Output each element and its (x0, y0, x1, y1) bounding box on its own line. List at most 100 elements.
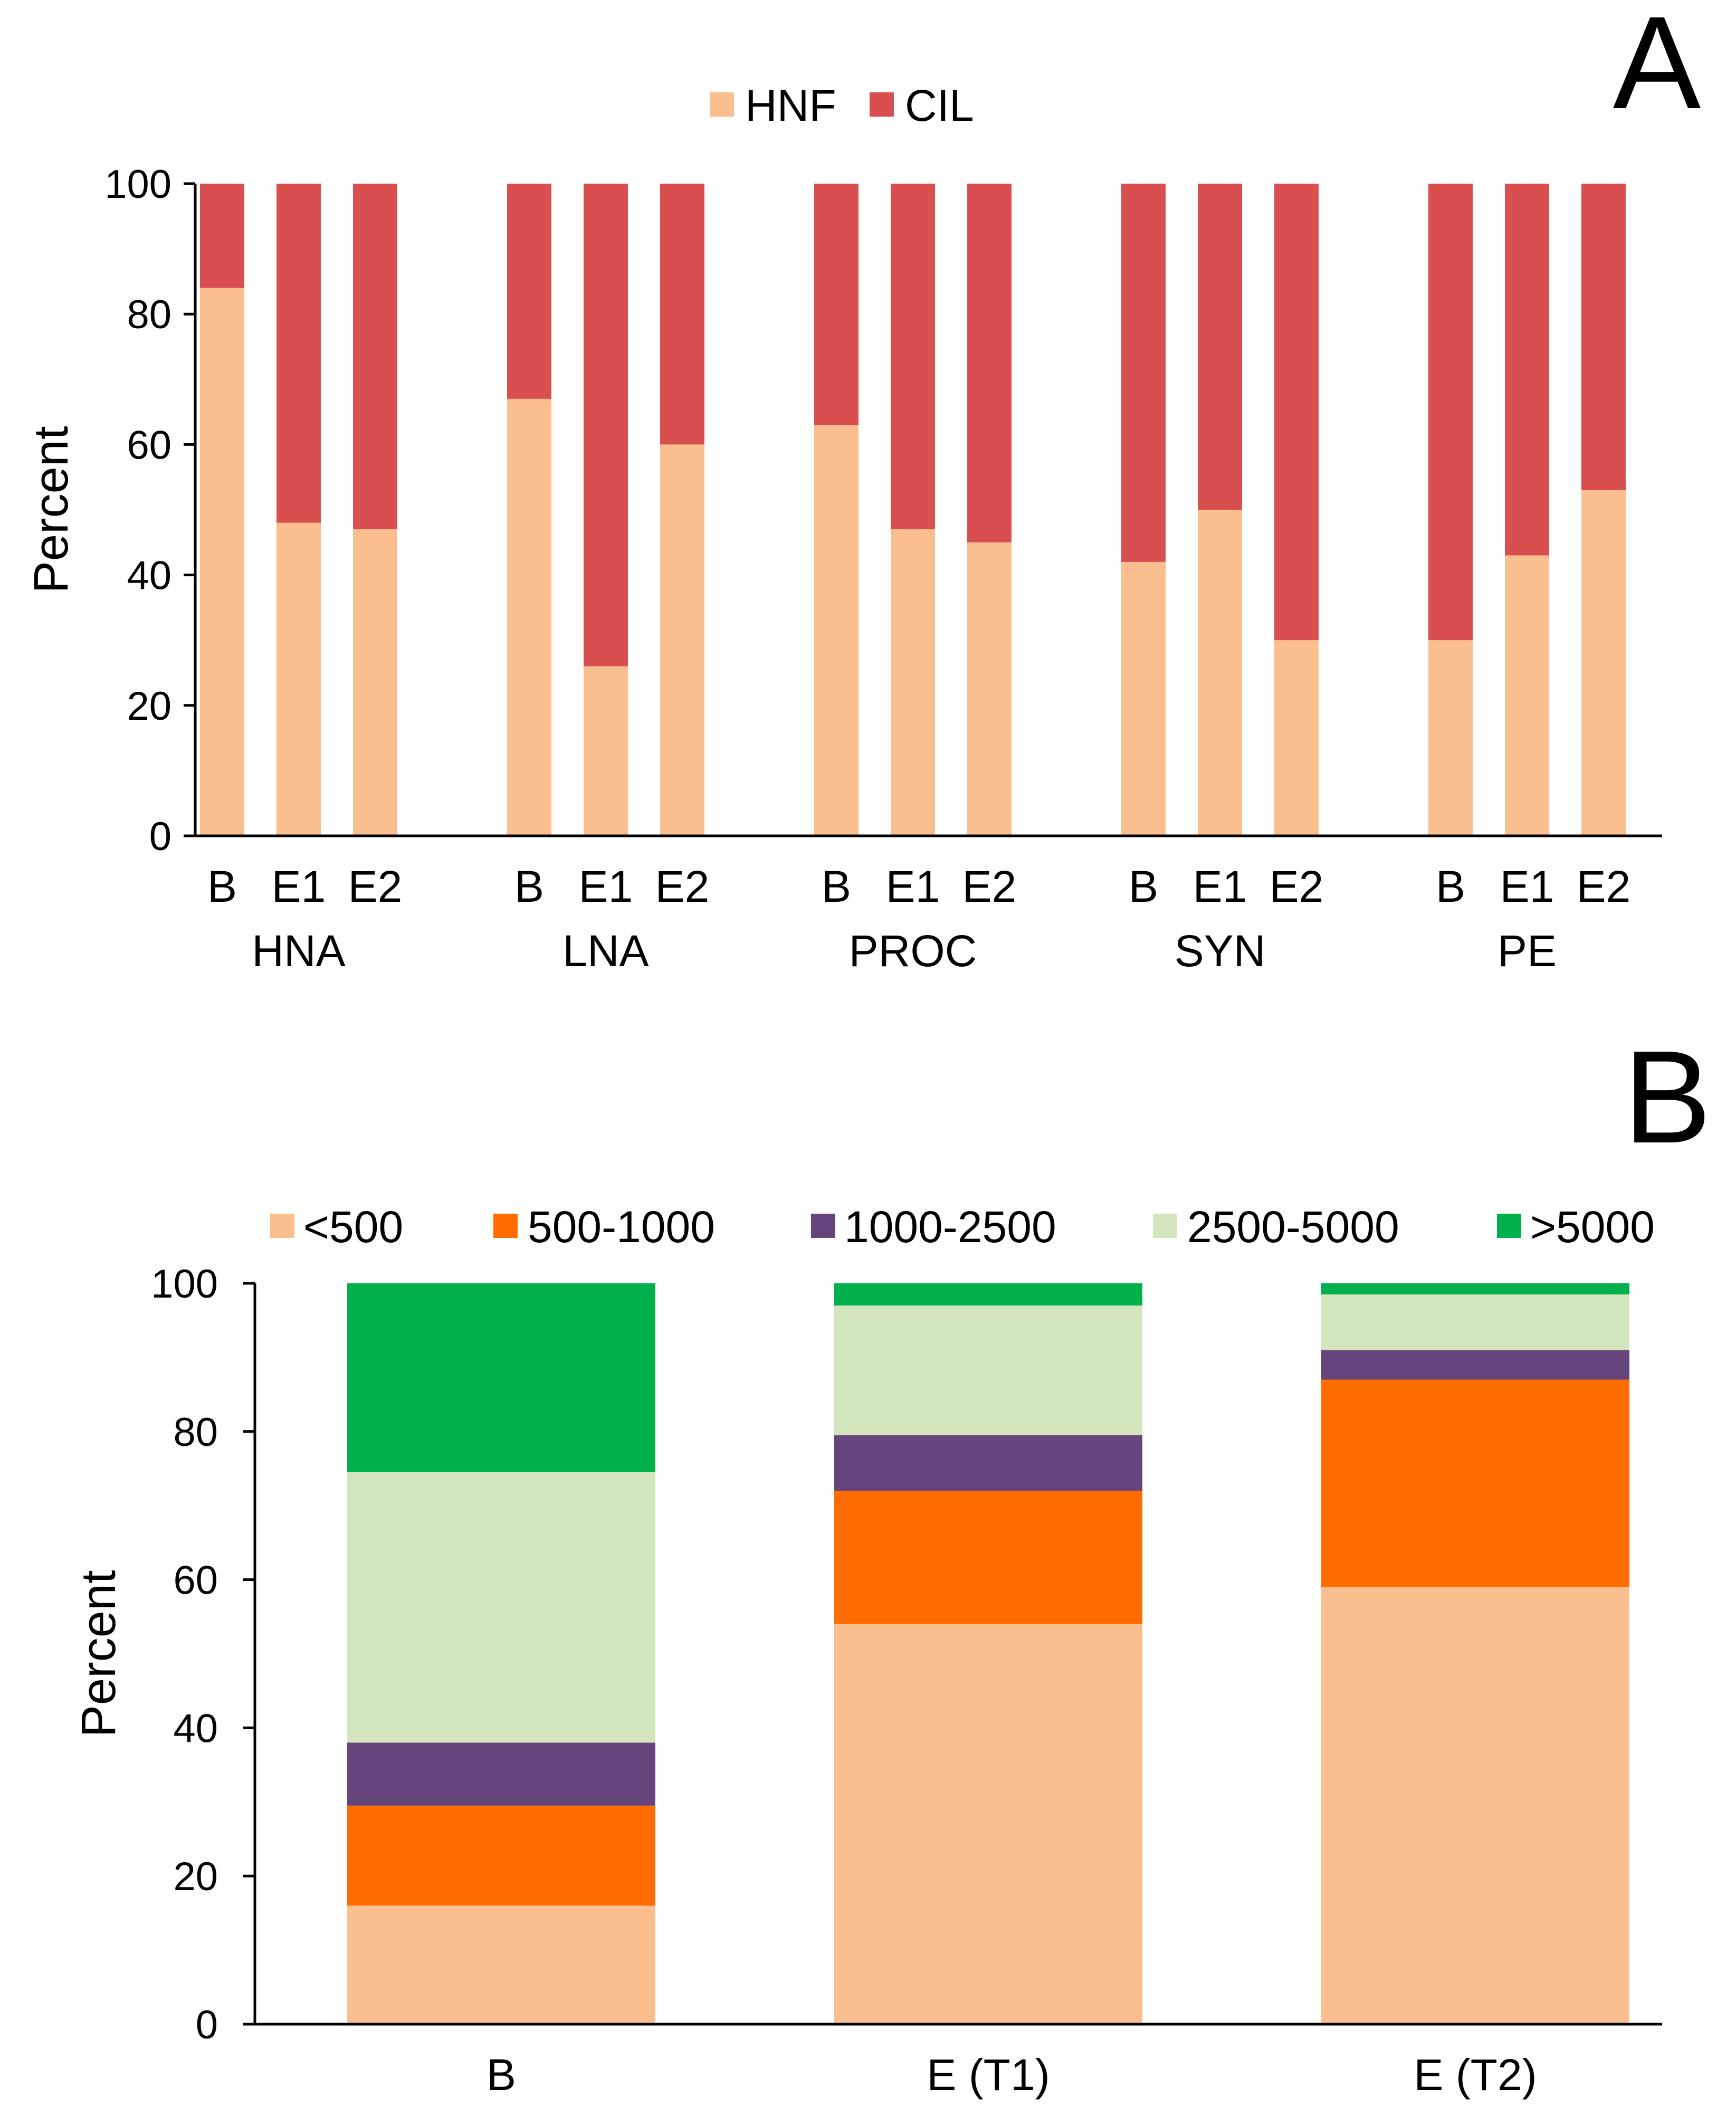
y-tick-label-b: 20 (173, 1854, 218, 1899)
bar-b-series-4-cat-1 (834, 1283, 1142, 1306)
bar-a-hnf-lna-b (507, 398, 551, 836)
bar-b-series-2-cat-0 (347, 1742, 655, 1806)
x-tick-label-a: E2 (1270, 862, 1324, 911)
legend-swatch-b (1497, 1214, 1521, 1238)
y-tick-label-a: 20 (127, 684, 171, 729)
panel-label-a: A (1613, 0, 1701, 136)
bar-a-cil-hna-b (200, 184, 244, 288)
bar-b-series-0-cat-1 (834, 1624, 1142, 2024)
group-label-a: LNA (562, 926, 648, 976)
legend-swatch-a (710, 92, 734, 117)
x-tick-label-a: B (514, 862, 544, 911)
y-tick-label-b: 80 (173, 1410, 218, 1455)
bar-a-cil-pe-e2 (1581, 184, 1626, 490)
legend-swatch-b (811, 1214, 835, 1238)
bar-b-series-1-cat-1 (834, 1491, 1142, 1624)
bar-a-hnf-pe-b (1428, 640, 1473, 836)
legend-swatch-b (270, 1214, 294, 1238)
bar-a-hnf-proc-e1 (891, 529, 935, 836)
bar-a-cil-proc-b (814, 184, 859, 425)
x-tick-label-a: B (1436, 862, 1465, 911)
bar-b-series-4-cat-2 (1321, 1283, 1629, 1295)
y-tick-label-b: 40 (173, 1706, 218, 1751)
x-tick-label-a: E2 (655, 862, 710, 911)
x-tick-label-b: E (T2) (1414, 2050, 1537, 2100)
x-tick-label-b: E (T1) (927, 2050, 1050, 2100)
chart-b: B E (T1) E (T2) 0 20 40 60 80 100 Percent <500 500-… (72, 1023, 1711, 2100)
y-axis-title-a: Percent (24, 426, 78, 593)
y-tick-label-a: 40 (127, 554, 171, 598)
bar-b-series-3-cat-2 (1321, 1294, 1629, 1350)
bar-a-cil-lna-e1 (584, 184, 628, 666)
x-tick-label-a: E1 (1500, 862, 1554, 911)
bar-a-cil-syn-b (1121, 184, 1166, 562)
bar-a-hnf-pe-e2 (1581, 490, 1626, 836)
bar-a-cil-pe-b (1428, 184, 1473, 641)
bar-a-hnf-hna-e2 (353, 529, 397, 836)
bar-b-series-1-cat-0 (347, 1805, 655, 1906)
bar-a-cil-hna-e1 (276, 184, 321, 523)
x-tick-label-a: E2 (1577, 862, 1631, 911)
legend-swatch-a (870, 92, 894, 117)
bar-b-series-0-cat-0 (347, 1905, 655, 2024)
x-tick-label-a: B (207, 862, 237, 911)
group-label-a: SYN (1175, 926, 1266, 976)
x-tick-label-b: B (487, 2050, 516, 2100)
group-label-a: PE (1497, 926, 1557, 976)
bar-b-series-1-cat-2 (1321, 1379, 1629, 1587)
y-tick-label-a: 0 (149, 814, 171, 859)
legend-label-b: 1000-2500 (844, 1202, 1056, 1252)
bar-a-cil-syn-e2 (1274, 184, 1319, 641)
bar-a-cil-proc-e1 (891, 184, 935, 530)
bar-b-series-4-cat-0 (347, 1283, 655, 1473)
x-tick-label-a: E1 (886, 862, 940, 911)
bar-b-series-2-cat-2 (1321, 1350, 1629, 1380)
x-tick-label-a: B (822, 862, 851, 911)
x-tick-label-a: E2 (962, 862, 1017, 911)
x-tick-label-a: B (1129, 862, 1158, 911)
y-tick-label-a: 100 (104, 162, 171, 207)
bar-a-cil-proc-e2 (967, 184, 1012, 542)
bar-a-hnf-syn-e2 (1274, 640, 1319, 836)
x-tick-label-a: E1 (1193, 862, 1247, 911)
y-tick-label-b: 100 (151, 1262, 218, 1307)
bar-a-hnf-proc-b (814, 425, 859, 836)
x-tick-label-a: E1 (272, 862, 326, 911)
bar-b-series-0-cat-2 (1321, 1587, 1629, 2024)
bar-a-hnf-lna-e2 (660, 444, 704, 836)
bar-a-hnf-pe-e1 (1505, 555, 1549, 836)
legend-label-b: 500-1000 (528, 1202, 715, 1252)
y-tick-label-b: 60 (173, 1558, 218, 1603)
bar-b-series-3-cat-1 (834, 1305, 1142, 1435)
bar-b-series-2-cat-1 (834, 1435, 1142, 1491)
legend-label-b: <500 (303, 1202, 403, 1252)
legend-swatch-b (1153, 1214, 1177, 1238)
bar-a-cil-lna-b (507, 184, 551, 399)
legend-swatch-b (493, 1214, 518, 1238)
bar-a-cil-syn-e1 (1198, 184, 1242, 510)
bar-a-hnf-syn-b (1121, 561, 1166, 836)
bar-a-hnf-hna-b (200, 288, 244, 836)
y-tick-label-a: 80 (127, 292, 171, 337)
x-tick-label-a: E1 (579, 862, 633, 911)
bar-a-hnf-syn-e1 (1198, 510, 1242, 836)
y-tick-label-a: 60 (127, 423, 171, 468)
bar-a-hnf-proc-e2 (967, 542, 1012, 836)
y-tick-label-b: 0 (196, 2003, 218, 2047)
bar-a-cil-hna-e2 (353, 184, 397, 530)
bar-a-cil-pe-e1 (1505, 184, 1549, 556)
legend-label-b: >5000 (1530, 1202, 1655, 1252)
bar-a-hnf-lna-e1 (584, 666, 628, 836)
legend-label-a: CIL (905, 81, 974, 130)
bar-b-series-3-cat-0 (347, 1472, 655, 1743)
group-label-a: HNA (252, 926, 345, 976)
legend-label-b: 2500-5000 (1187, 1202, 1399, 1252)
legend-label-a: HNF (745, 81, 836, 130)
y-axis-title-b: Percent (72, 1570, 126, 1737)
bar-a-hnf-hna-e1 (276, 522, 321, 836)
x-tick-label-a: E2 (348, 862, 403, 911)
group-label-a: PROC (849, 926, 977, 976)
bar-a-cil-lna-e2 (660, 184, 704, 445)
